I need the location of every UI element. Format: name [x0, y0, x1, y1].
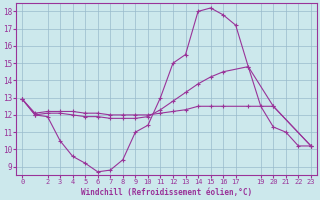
X-axis label: Windchill (Refroidissement éolien,°C): Windchill (Refroidissement éolien,°C)	[81, 188, 252, 197]
